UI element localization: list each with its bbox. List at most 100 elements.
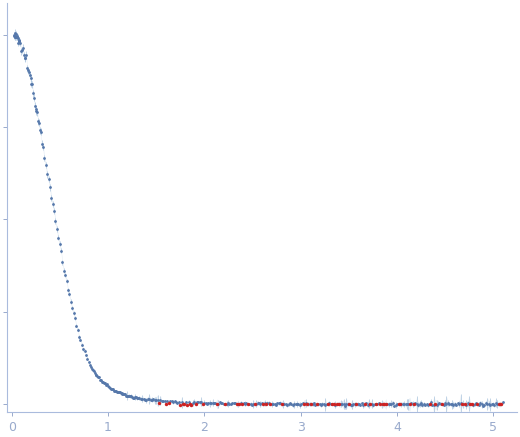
Point [292,400,300,407]
Point [417,400,425,407]
Point [287,401,295,408]
Point [127,392,135,399]
Point [269,400,277,407]
Point [275,400,283,407]
Point [428,401,436,408]
Point [119,391,127,398]
Point [31,102,39,109]
Point [163,398,172,405]
Point [255,400,263,407]
Point [437,400,445,407]
Point [452,402,460,409]
Point [296,401,304,408]
Point [44,176,53,183]
Point [459,401,467,408]
Point [189,399,197,406]
Point [475,401,483,408]
Point [379,401,387,408]
Point [313,401,321,408]
Point [465,400,473,407]
Point [196,399,204,406]
Point [231,399,239,406]
Point [431,401,439,408]
Point [122,392,131,399]
Point [283,401,291,408]
Point [19,44,27,51]
Point [111,387,119,394]
Point [34,118,42,125]
Point [408,401,417,408]
Point [165,400,173,407]
Point [79,346,87,353]
Point [138,395,146,402]
Point [394,401,402,408]
Point [173,399,181,406]
Point [155,400,163,407]
Point [36,127,44,134]
Point [162,400,170,407]
Point [368,400,376,407]
Point [177,399,186,406]
Point [487,401,496,408]
Point [42,162,50,169]
Point [171,398,179,405]
Point [378,401,386,408]
Point [451,401,459,408]
Point [97,377,106,384]
Point [352,401,360,408]
Point [344,400,352,407]
Point [327,401,335,408]
Point [455,400,463,407]
Point [87,365,96,372]
Point [217,399,225,406]
Point [266,401,275,408]
Point [11,29,19,36]
Point [39,143,47,150]
Point [466,401,475,408]
Point [457,400,465,407]
Point [272,401,280,408]
Point [210,400,218,407]
Point [132,394,140,401]
Point [134,394,142,401]
Point [12,34,20,41]
Point [67,298,75,305]
Point [37,140,46,147]
Point [11,34,19,41]
Point [27,75,35,82]
Point [349,401,358,408]
Point [418,402,426,409]
Point [27,80,35,87]
Point [252,400,261,407]
Point [116,389,125,396]
Point [203,400,211,407]
Point [11,31,20,38]
Point [239,399,248,406]
Point [221,401,229,408]
Point [286,399,294,406]
Point [354,401,362,408]
Point [200,399,209,406]
Point [330,401,338,408]
Point [314,401,322,408]
Point [181,399,190,406]
Point [106,384,114,391]
Point [420,401,428,408]
Point [69,309,77,316]
Point [86,363,95,370]
Point [441,399,449,406]
Point [238,400,246,407]
Point [109,386,117,393]
Point [128,394,136,401]
Point [453,400,462,407]
Point [159,398,167,405]
Point [118,390,126,397]
Point [207,400,215,407]
Point [338,400,346,407]
Point [153,397,162,404]
Point [107,385,115,392]
Point [253,399,262,406]
Point [328,401,336,408]
Point [476,400,485,407]
Point [114,389,123,396]
